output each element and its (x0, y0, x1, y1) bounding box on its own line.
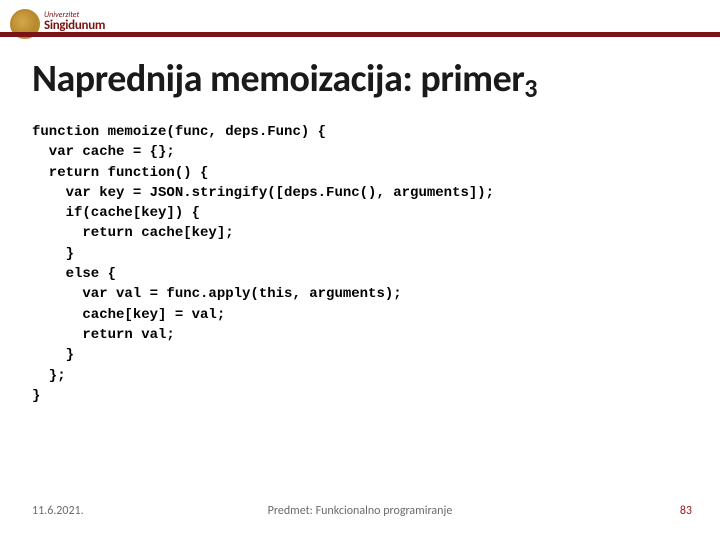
header-divider (0, 32, 720, 37)
page-title: Naprednija memoizacija: primer3 (32, 56, 537, 102)
footer: 11.6.2021. Predmet: Funkcionalno program… (0, 504, 720, 524)
footer-page-number: 83 (680, 504, 692, 518)
code-block: function memoize(func, deps.Func) { var … (32, 122, 494, 406)
title-subscript: 3 (524, 72, 537, 104)
title-main: Naprednija memoizacija: primer (32, 56, 524, 102)
footer-subject: Predmet: Funkcionalno programiranje (0, 504, 720, 518)
